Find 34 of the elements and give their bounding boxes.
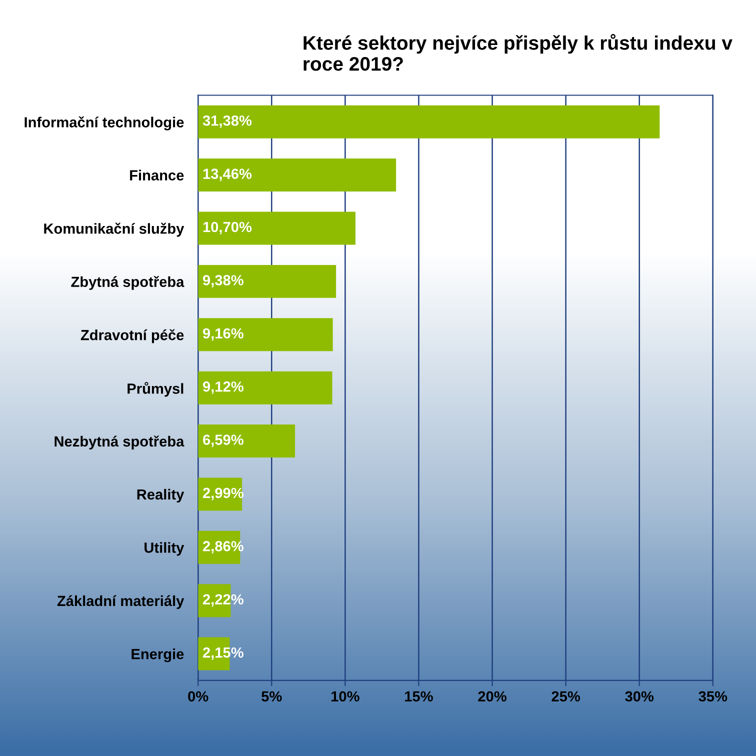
x-tick-label: 0% xyxy=(188,691,208,702)
x-tick-label: 25% xyxy=(552,691,580,702)
y-tick-label: Průmysl xyxy=(128,382,184,397)
bar xyxy=(198,264,336,298)
data-label: 10,70% xyxy=(203,222,252,234)
bar xyxy=(198,318,333,352)
x-tick-label: 10% xyxy=(331,691,360,702)
bar xyxy=(198,371,332,404)
bar xyxy=(198,424,296,458)
y-tick-label: Komunikační služby xyxy=(44,222,184,237)
y-tick-label: Finance xyxy=(130,170,184,180)
y-tick-label: Energie xyxy=(132,648,184,662)
bar xyxy=(198,105,660,138)
y-tick-label: Nezbytná spotřeba xyxy=(54,436,184,450)
y-tick-label: Utility xyxy=(144,542,184,556)
x-tick-label: 20% xyxy=(478,691,506,702)
bar xyxy=(198,212,356,245)
data-label: 31,38% xyxy=(202,115,252,128)
data-label: 13,46% xyxy=(203,168,252,182)
x-tick-label: 35% xyxy=(698,691,728,702)
bar xyxy=(198,158,396,192)
y-tick-label: Reality xyxy=(137,488,184,503)
x-tick-label: 30% xyxy=(625,691,654,702)
chart-title: Které sektory nejvíce přispěly k růstu indexu v roce 2019? xyxy=(304,34,732,71)
y-tick-label: Zdravotní péče xyxy=(80,329,184,344)
data-label: 6,59% xyxy=(203,434,244,448)
x-tick-label: 15% xyxy=(405,691,433,702)
y-tick-label: Zbytná spotřeba xyxy=(71,276,184,290)
data-label: 9,38% xyxy=(202,275,244,288)
y-tick-label: Informační technologie xyxy=(24,116,184,130)
x-tick-label: 5% xyxy=(262,691,282,702)
data-label: 9,16% xyxy=(202,328,244,341)
data-label: 9,12% xyxy=(202,381,244,394)
y-tick-label: Základní materiály xyxy=(57,595,184,609)
